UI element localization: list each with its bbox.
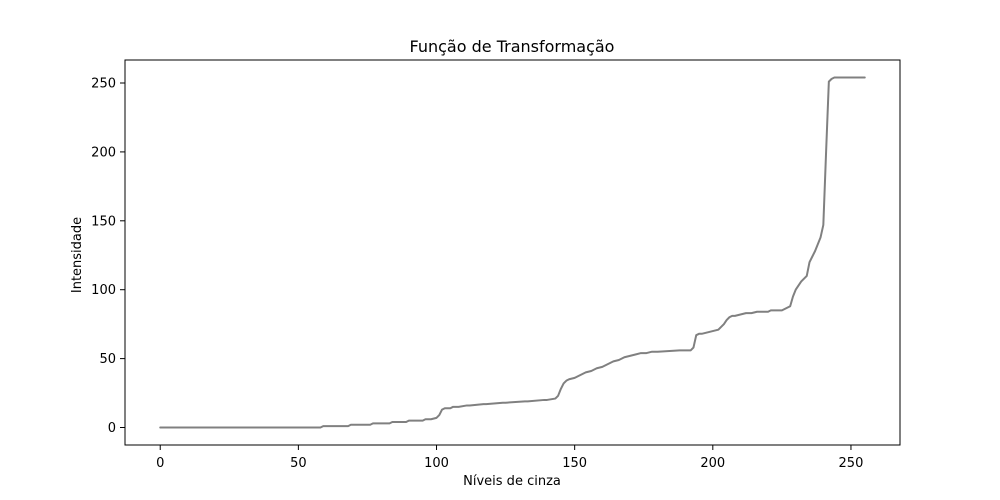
x-tick-label: 100 bbox=[424, 456, 449, 471]
y-tick-label: 50 bbox=[99, 352, 116, 367]
plot-frame bbox=[124, 59, 901, 446]
x-tick-label: 0 bbox=[156, 456, 164, 471]
y-tick-label: 150 bbox=[91, 214, 116, 229]
y-tick-label: 100 bbox=[91, 283, 116, 298]
y-tick-label: 250 bbox=[91, 77, 116, 92]
plot-area bbox=[159, 76, 866, 429]
x-tick-label: 150 bbox=[562, 456, 587, 471]
x-axis-title: Níveis de cinza bbox=[463, 474, 561, 489]
y-axis-ticks: 0 50 100 150 200 250 bbox=[91, 77, 125, 436]
series-line-0 bbox=[159, 76, 866, 429]
chart-title: Função de Transformação bbox=[410, 37, 615, 56]
y-tick-label: 0 bbox=[108, 421, 116, 436]
x-tick-label: 250 bbox=[839, 456, 864, 471]
y-axis-title: Intensidade bbox=[70, 217, 85, 293]
x-tick-label: 200 bbox=[700, 456, 725, 471]
x-tick-label: 50 bbox=[290, 456, 307, 471]
x-axis-ticks: 0 50 100 150 200 250 bbox=[156, 445, 863, 471]
y-tick-label: 200 bbox=[91, 145, 116, 160]
